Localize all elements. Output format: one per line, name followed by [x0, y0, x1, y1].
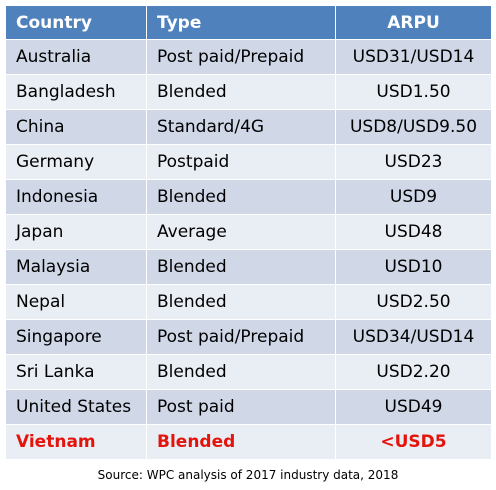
cell-arpu: USD48 — [335, 214, 492, 250]
arpu-table: Country Type ARPU Australia Post paid/Pre… — [5, 5, 492, 460]
cell-type: Postpaid — [146, 144, 336, 180]
cell-arpu: USD31/USD14 — [335, 39, 492, 75]
cell-arpu: USD49 — [335, 389, 492, 425]
header-country: Country — [5, 5, 147, 40]
header-row: Country Type ARPU — [5, 5, 492, 40]
cell-country: Vietnam — [5, 424, 147, 460]
cell-type: Standard/4G — [146, 109, 336, 145]
table-row: Malaysia Blended USD10 — [5, 249, 492, 285]
header-arpu: ARPU — [335, 5, 492, 40]
cell-arpu: USD10 — [335, 249, 492, 285]
table-row: Indonesia Blended USD9 — [5, 179, 492, 215]
cell-type: Blended — [146, 284, 336, 320]
cell-arpu: USD8/USD9.50 — [335, 109, 492, 145]
cell-arpu: USD2.50 — [335, 284, 492, 320]
cell-type: Blended — [146, 249, 336, 285]
table-row: Japan Average USD48 — [5, 214, 492, 250]
cell-arpu: <USD5 — [335, 424, 492, 460]
cell-type: Blended — [146, 424, 336, 460]
table-row: Bangladesh Blended USD1.50 — [5, 74, 492, 110]
cell-country: Malaysia — [5, 249, 147, 285]
cell-type: Blended — [146, 179, 336, 215]
cell-type: Average — [146, 214, 336, 250]
table-row: Sri Lanka Blended USD2.20 — [5, 354, 492, 390]
header-type: Type — [146, 5, 336, 40]
cell-type: Post paid — [146, 389, 336, 425]
table-row: Australia Post paid/Prepaid USD31/USD14 — [5, 39, 492, 75]
source-note: Source: WPC analysis of 2017 industry da… — [97, 468, 399, 482]
cell-type: Post paid/Prepaid — [146, 39, 336, 75]
table-row: Vietnam Blended <USD5 — [5, 424, 492, 460]
cell-arpu: USD9 — [335, 179, 492, 215]
cell-country: Nepal — [5, 284, 147, 320]
cell-arpu: USD2.20 — [335, 354, 492, 390]
cell-country: China — [5, 109, 147, 145]
cell-type: Post paid/Prepaid — [146, 319, 336, 355]
table-row: Singapore Post paid/Prepaid USD34/USD14 — [5, 319, 492, 355]
table-row: China Standard/4G USD8/USD9.50 — [5, 109, 492, 145]
table-row: United States Post paid USD49 — [5, 389, 492, 425]
cell-arpu: USD34/USD14 — [335, 319, 492, 355]
cell-country: Singapore — [5, 319, 147, 355]
table-row: Nepal Blended USD2.50 — [5, 284, 492, 320]
table-header: Country Type ARPU — [5, 5, 492, 40]
table-row: Germany Postpaid USD23 — [5, 144, 492, 180]
cell-country: Sri Lanka — [5, 354, 147, 390]
cell-type: Blended — [146, 74, 336, 110]
cell-arpu: USD1.50 — [335, 74, 492, 110]
cell-country: United States — [5, 389, 147, 425]
cell-type: Blended — [146, 354, 336, 390]
cell-country: Indonesia — [5, 179, 147, 215]
cell-arpu: USD23 — [335, 144, 492, 180]
cell-country: Japan — [5, 214, 147, 250]
cell-country: Germany — [5, 144, 147, 180]
cell-country: Australia — [5, 39, 147, 75]
table-body: Australia Post paid/Prepaid USD31/USD14 Ban… — [5, 39, 492, 460]
cell-country: Bangladesh — [5, 74, 147, 110]
